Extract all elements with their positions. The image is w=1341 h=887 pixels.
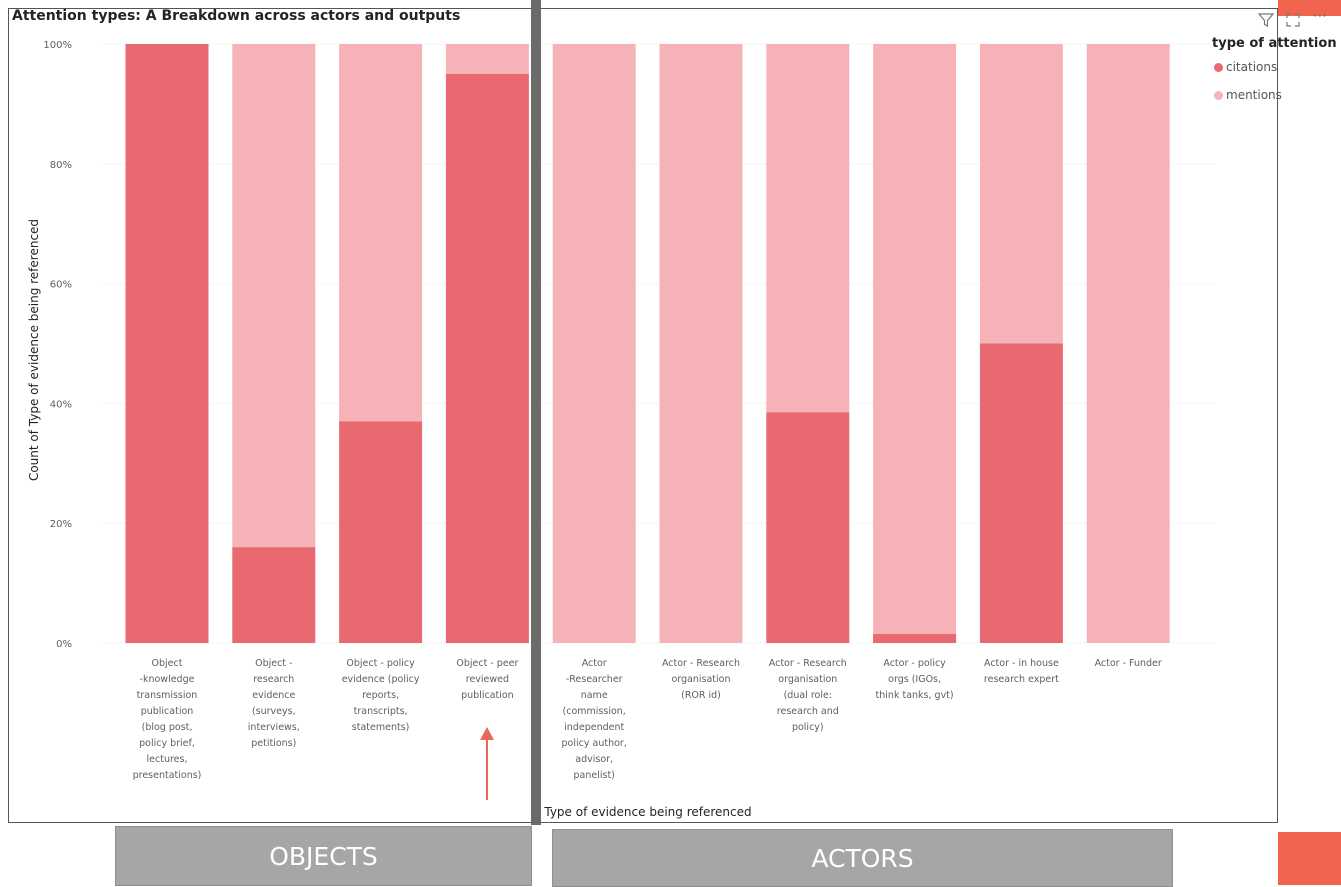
legend-item-citations[interactable]: citations [1214,60,1277,74]
accent-bar-bottom [1278,832,1341,885]
bar-citations[interactable] [232,547,316,643]
actors-label-box: ACTORS [552,829,1173,887]
bar-mentions[interactable] [552,44,636,643]
chart-title: Attention types: A Breakdown across acto… [12,8,461,24]
x-tick-label: Actor - Research organisation (dual role: r… [769,658,847,733]
x-tick-labels: Object -knowledge transmission publication(… [133,658,1162,781]
bar-mentions[interactable] [232,44,316,548]
y-tick-label: 20% [50,519,72,530]
bar-mentions[interactable] [766,44,850,413]
legend-title: type of attention [1212,36,1337,51]
chart-frame [8,8,1278,823]
bar-citations[interactable] [979,343,1063,644]
y-tick-label: 40% [50,399,72,410]
bar-mentions[interactable] [1086,44,1170,643]
bar-citations[interactable] [445,73,529,643]
focus-mode-icon[interactable] [1285,12,1301,32]
y-tick-labels: 0% 20% 40% 60% 80% 100% [43,40,72,650]
bar-citations[interactable] [766,412,850,643]
bar-citations[interactable] [873,634,957,643]
legend-label-citations: citations [1226,60,1278,74]
y-tick-label: 60% [50,280,72,291]
objects-label-box: OBJECTS [115,826,532,886]
accent-bar-top [1278,0,1341,16]
y-tick-label: 80% [50,160,72,171]
x-tick-label: Actor - in house research expert [984,658,1059,685]
filter-icon[interactable] [1257,12,1275,32]
bar-mentions[interactable] [659,44,743,643]
x-tick-label: Object -knowledge transmission publication(… [133,658,202,781]
x-tick-label: Object -research evidence (surveys, intervi… [248,658,300,749]
legend-dot-mentions [1214,90,1223,100]
x-tick-label: Actor - policy orgs (IGOs, think tanks, gv… [876,658,954,701]
arrow-head [480,727,494,740]
x-tick-label: Actor - Funder [1095,658,1162,669]
bars [125,44,1170,644]
x-tick-label: Object - peer reviewed publication [456,658,518,701]
legend-label-mentions: mentions [1226,88,1282,102]
legend-item-mentions[interactable]: mentions [1214,88,1282,102]
section-divider [531,0,541,825]
bar-citations[interactable] [125,44,209,643]
more-options-icon[interactable]: ⋯ [1313,8,1327,24]
x-tick-label: Actor - Research organisation (ROR id) [662,658,740,701]
y-tick-label: 100% [43,40,72,51]
y-tick-label: 0% [56,639,72,650]
x-tick-label: Object - policy evidence (policy reports, t… [342,658,420,733]
bar-mentions[interactable] [873,44,957,635]
arrow-annotation [480,727,494,800]
x-axis-label: Type of evidence being referenced [543,805,751,819]
objects-label: OBJECTS [269,841,378,871]
x-tick-label: Actor -Researcher name (commission, independ… [562,658,627,781]
bar-citations[interactable] [339,421,423,643]
y-axis-label: Count of Type of evidence being referenc… [27,219,41,481]
bar-mentions[interactable] [979,44,1063,344]
bar-mentions[interactable] [339,44,423,422]
legend-dot-citations [1214,62,1223,72]
bar-mentions[interactable] [445,44,529,74]
actors-label: ACTORS [811,843,914,873]
